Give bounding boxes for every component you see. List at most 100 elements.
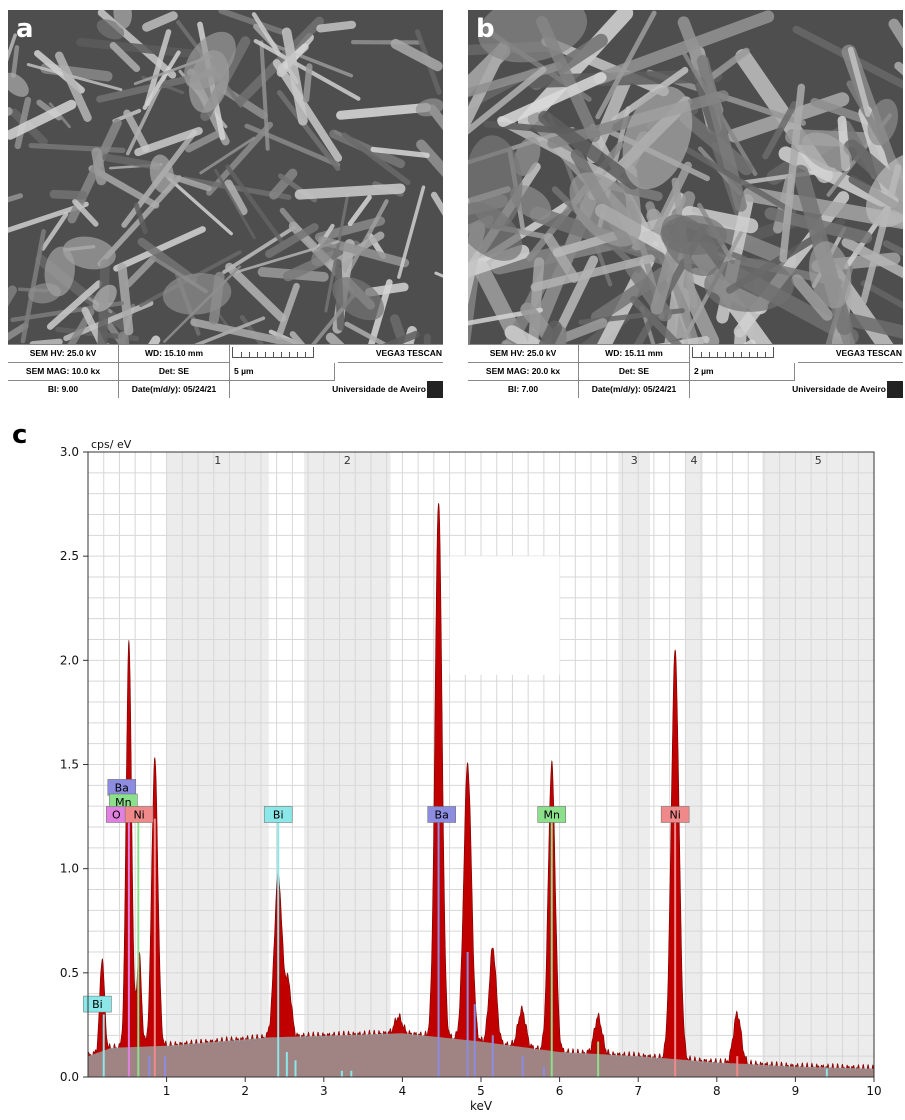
crystal-rod [137, 237, 198, 284]
crystal-rod [586, 70, 634, 164]
plot-inset-blank [449, 556, 560, 675]
crystal-rod [468, 66, 547, 135]
crystal-rod [430, 191, 443, 216]
element-label: Ba [435, 809, 449, 822]
sem-texture-b [468, 10, 903, 346]
crystal-rod [595, 10, 657, 120]
crystal-rod [289, 331, 307, 346]
scale-bar-tick [281, 352, 282, 357]
region-label: 4 [691, 454, 698, 467]
crystal-rod [468, 307, 543, 326]
scale-bar [692, 347, 774, 358]
crystal-rod [468, 43, 511, 97]
crystal-rod [546, 255, 599, 346]
crystal-rod [468, 222, 486, 306]
crystal-rod [49, 189, 88, 200]
scale-bar-tick [273, 352, 274, 357]
element-label-box [537, 806, 566, 823]
det-value: Det: SE [119, 363, 230, 381]
scale-bar-tick [257, 352, 258, 357]
crystal-rod [629, 295, 685, 346]
crystal-rod [336, 102, 431, 120]
x-tick-label: 8 [713, 1084, 721, 1098]
panel-c-label: c [12, 420, 28, 450]
crystal-plate [62, 236, 116, 270]
crystal-rod [681, 205, 759, 234]
scale-bar-tick [709, 352, 710, 357]
crystal-rod [225, 262, 287, 323]
element-label-box [124, 806, 154, 823]
crystal-rod [674, 287, 691, 346]
element-label: Mn [544, 809, 560, 822]
y-tick-label: 2.5 [60, 549, 79, 563]
hv-value: SEM HV: 25.0 kV [468, 345, 579, 363]
crystal-rod [530, 254, 655, 292]
crystal-rod [427, 104, 443, 131]
scale-bar-tick [265, 352, 266, 357]
crystal-plate [8, 72, 29, 97]
crystal-rod [275, 282, 300, 340]
crystal-rod [316, 20, 357, 33]
crystal-rod [81, 307, 107, 346]
crystal-rod [225, 164, 284, 244]
crystal-rod [164, 172, 212, 192]
crystal-rod [390, 38, 443, 72]
scale-bar-tick [249, 352, 250, 357]
x-tick-label: 9 [792, 1084, 800, 1098]
scale-bar-tick [733, 352, 734, 357]
x-axis-label: keV [470, 1099, 493, 1113]
crystal-rod [134, 127, 203, 157]
crystal-plate [513, 137, 541, 176]
crystal-rod [98, 311, 128, 346]
crystal-rod [222, 225, 296, 274]
crystal-rod [377, 330, 420, 346]
sem-image-b: b SEM HV: 25.0 kV WD: 15.11 mm VEGA3 TES… [468, 10, 903, 398]
scale-bar-tick [289, 352, 290, 357]
crystal-rod [113, 226, 206, 272]
crystal-rod [341, 132, 411, 186]
crystal-rod [199, 136, 256, 175]
element-label: Bi [92, 998, 103, 1011]
crystal-rod [144, 29, 172, 107]
crystal-rod [76, 37, 197, 59]
crystal-plate [477, 10, 588, 63]
y-tick-label: 2.0 [60, 653, 79, 667]
x-tick-label: 5 [477, 1084, 485, 1098]
crystal-plate [415, 98, 443, 117]
crystal-rod [8, 33, 17, 62]
crystal-rod [302, 63, 313, 103]
crystal-rod [46, 280, 103, 330]
panel-a-label: a [16, 14, 34, 44]
crystal-rod [708, 47, 750, 80]
bi-value: BI: 7.00 [468, 381, 579, 398]
crystal-rod [141, 75, 185, 95]
crystal-plate [44, 246, 75, 297]
mag-value: SEM MAG: 20.0 kx [468, 363, 579, 381]
crystal-plate [184, 31, 236, 90]
crystal-plate [801, 132, 852, 172]
crystal-rod [109, 42, 141, 73]
scale-bar-tick [701, 352, 702, 357]
crystal-rod [123, 109, 150, 153]
crystal-rod [276, 90, 341, 171]
brand-label: VEGA3 TESCAN [338, 345, 443, 363]
element-label-box [83, 995, 112, 1013]
crystal-rod [26, 63, 123, 92]
scale-bar-tick [725, 352, 726, 357]
sem-texture-a [8, 10, 443, 346]
crystal-rod [791, 274, 833, 321]
crystal-rod [184, 131, 220, 153]
crystal-rod [20, 229, 46, 344]
crystal-rod [124, 255, 157, 288]
mag-value: SEM MAG: 10.0 kx [8, 363, 119, 381]
crystal-rod [218, 10, 285, 35]
scale-label: 2 µm [690, 363, 795, 381]
crystal-plate [867, 98, 899, 146]
crystal-rod [367, 279, 393, 346]
crystal-rod [11, 45, 20, 78]
crystal-rod [423, 333, 431, 346]
panel-b-label: b [476, 14, 495, 44]
y-tick-label: 0.0 [60, 1070, 79, 1084]
crystal-rod [347, 194, 372, 227]
